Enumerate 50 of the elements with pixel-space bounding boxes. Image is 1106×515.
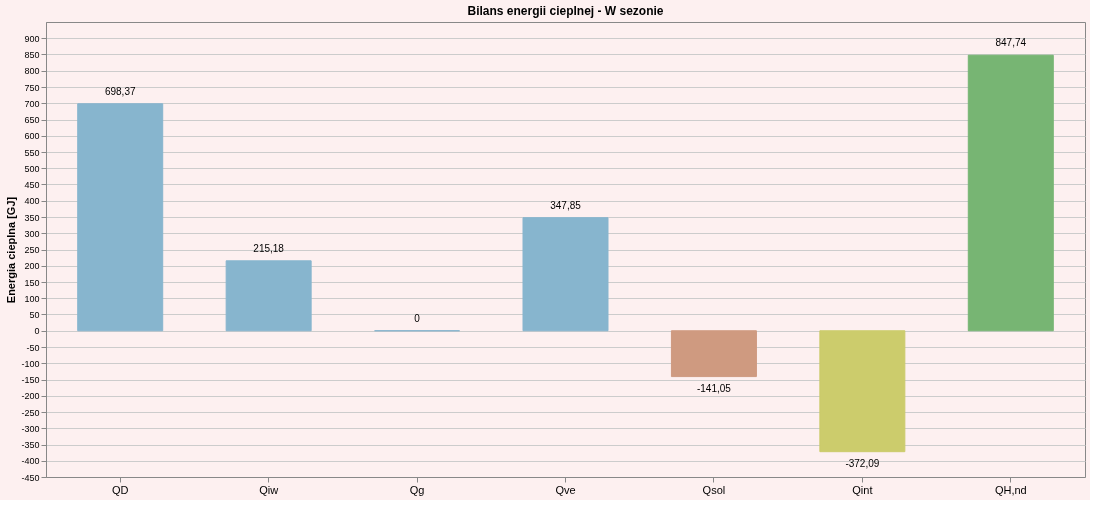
x-tick-label: Qint [852, 483, 873, 496]
y-tick-label: 0 [34, 326, 40, 337]
bar [670, 330, 757, 378]
y-tick-label: 550 [24, 147, 40, 158]
y-tick-label: 350 [24, 212, 40, 223]
y-tick-label: 250 [24, 245, 40, 255]
y-tick-label: -200 [21, 391, 40, 402]
y-tick-label: 650 [24, 115, 40, 125]
y-tick-label: 850 [24, 50, 40, 60]
y-tick-label: 500 [24, 163, 40, 174]
x-tick-label: Qve [555, 483, 576, 496]
bar [522, 217, 609, 332]
y-tick-label: 800 [24, 66, 40, 77]
y-tick-label: -300 [21, 423, 40, 434]
y-axis-title: Energia cieplna [GJ] [5, 196, 18, 304]
y-tick-label: 200 [24, 261, 40, 272]
data-label: 347,85 [550, 199, 582, 211]
y-tick-label: 300 [24, 228, 40, 239]
y-tick-label: -350 [21, 440, 40, 450]
data-label: -372,09 [845, 457, 880, 469]
y-tick-label: -150 [21, 375, 40, 385]
data-label: 0 [414, 312, 421, 324]
bar [967, 54, 1054, 332]
y-tick-label: -400 [21, 456, 40, 467]
bar [77, 103, 164, 332]
data-label: -141,05 [696, 382, 732, 394]
y-tick-label: 900 [24, 33, 40, 44]
x-tick-label: Qg [409, 483, 425, 496]
y-tick-label: 400 [24, 196, 40, 207]
x-tick-label: QH,nd [994, 483, 1027, 496]
y-tick-label: 700 [24, 98, 40, 109]
y-tick-label: -50 [26, 342, 40, 353]
y-tick-label: 450 [24, 180, 40, 190]
bar [819, 330, 906, 453]
y-tick-label: 150 [24, 277, 40, 288]
y-tick-label: 600 [24, 131, 40, 142]
x-tick-label: QD [111, 483, 129, 496]
y-tick-label: 50 [29, 310, 40, 320]
y-tick-label: -250 [21, 407, 40, 418]
y-tick-label: -100 [21, 358, 40, 369]
x-tick-label: Qiw [259, 483, 279, 496]
data-label: 847,74 [995, 37, 1027, 49]
chart-title: Bilans energii cieplnej - W sezonie [467, 4, 664, 18]
y-tick-label: 100 [24, 293, 40, 304]
data-label: 698,37 [104, 85, 136, 97]
x-tick-label: Qsol [702, 483, 726, 496]
y-tick-label: -450 [21, 472, 40, 483]
y-tick-label: 750 [24, 82, 40, 93]
data-label: 215,18 [253, 242, 285, 254]
bar [225, 260, 312, 332]
